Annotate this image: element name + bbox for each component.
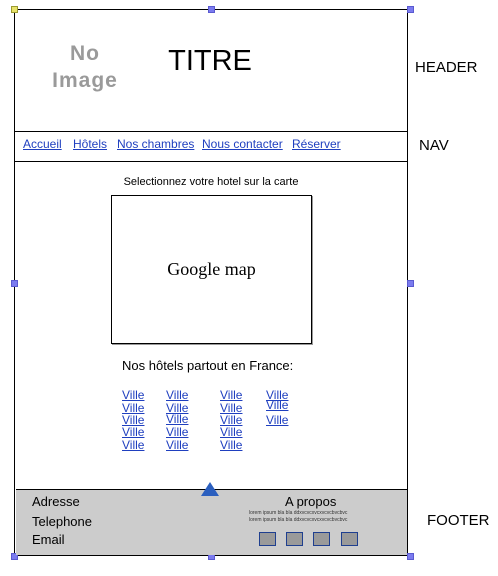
city-link[interactable]: Ville bbox=[266, 388, 289, 402]
footer-telephone: Telephone bbox=[32, 514, 92, 529]
header-annotation: HEADER bbox=[415, 59, 478, 76]
nav-annotation: NAV bbox=[419, 137, 449, 154]
city-link[interactable]: Ville bbox=[122, 413, 145, 427]
footer-email: Email bbox=[32, 532, 65, 547]
city-link[interactable]: Ville bbox=[122, 388, 145, 402]
city-link[interactable]: Ville bbox=[220, 438, 243, 452]
city-link[interactable]: Ville bbox=[220, 413, 243, 427]
nav-item-nos-chambres[interactable]: Nos chambres bbox=[117, 137, 195, 151]
nav-item-accueil[interactable]: Accueil bbox=[23, 137, 62, 151]
footer-about-text-line2: lorem ipsum bla bla ddxvcvcxvcxvcvcbvcbv… bbox=[249, 517, 348, 523]
footer-about-text-line1: lorem ipsum bla bla ddxvcvcxvcxvcvcbvcbv… bbox=[249, 510, 348, 516]
city-link[interactable]: Ville bbox=[166, 401, 189, 415]
nav-item-reserver[interactable]: Réserver bbox=[292, 137, 341, 151]
social-icon[interactable] bbox=[341, 532, 358, 546]
city-link[interactable]: Ville bbox=[220, 425, 243, 439]
selection-handle-left[interactable] bbox=[11, 280, 18, 287]
nav-divider bbox=[14, 161, 408, 162]
header-divider bbox=[14, 131, 408, 132]
city-link[interactable]: Ville bbox=[220, 401, 243, 415]
city-link[interactable]: Ville bbox=[266, 398, 289, 412]
map-instruction: Selectionnez votre hotel sur la carte bbox=[123, 176, 299, 188]
map-placeholder-label: Google map bbox=[167, 259, 256, 279]
social-icon[interactable] bbox=[259, 532, 276, 546]
hotels-title: Nos hôtels partout en France: bbox=[122, 358, 294, 373]
selection-handle-right[interactable] bbox=[407, 280, 414, 287]
logo-placeholder-line2: Image bbox=[52, 69, 118, 92]
city-link[interactable]: Ville bbox=[166, 438, 189, 452]
social-icon[interactable] bbox=[313, 532, 330, 546]
selection-handle-top-right[interactable] bbox=[407, 6, 414, 13]
city-link[interactable]: Ville bbox=[122, 401, 145, 415]
city-link[interactable]: Ville bbox=[166, 388, 189, 402]
city-link[interactable]: Ville bbox=[166, 412, 189, 426]
city-link[interactable]: Ville bbox=[266, 413, 289, 427]
selection-handle-anchor[interactable] bbox=[11, 6, 18, 13]
city-link[interactable]: Ville bbox=[220, 388, 243, 402]
logo-placeholder: No Image bbox=[40, 40, 130, 94]
nav-item-hotels[interactable]: Hôtels bbox=[73, 137, 108, 151]
selection-handle-bottom-left[interactable] bbox=[11, 553, 18, 560]
nav-item-nous-contacter[interactable]: Nous contacter bbox=[202, 137, 283, 151]
footer-address: Adresse bbox=[32, 494, 80, 509]
city-link[interactable]: Ville bbox=[122, 438, 145, 452]
city-link[interactable]: Ville bbox=[122, 425, 145, 439]
scroll-up-arrow-icon[interactable] bbox=[201, 482, 219, 496]
page-title: TITRE bbox=[168, 45, 252, 77]
selection-handle-bottom-right[interactable] bbox=[407, 553, 414, 560]
logo-placeholder-line1: No bbox=[70, 42, 100, 65]
footer-annotation: FOOTER bbox=[427, 512, 490, 529]
selection-handle-top[interactable] bbox=[208, 6, 215, 13]
google-map[interactable]: Google map bbox=[111, 195, 312, 344]
footer-about-title: A propos bbox=[285, 494, 337, 509]
social-icon[interactable] bbox=[286, 532, 303, 546]
city-link[interactable]: Ville bbox=[166, 425, 189, 439]
